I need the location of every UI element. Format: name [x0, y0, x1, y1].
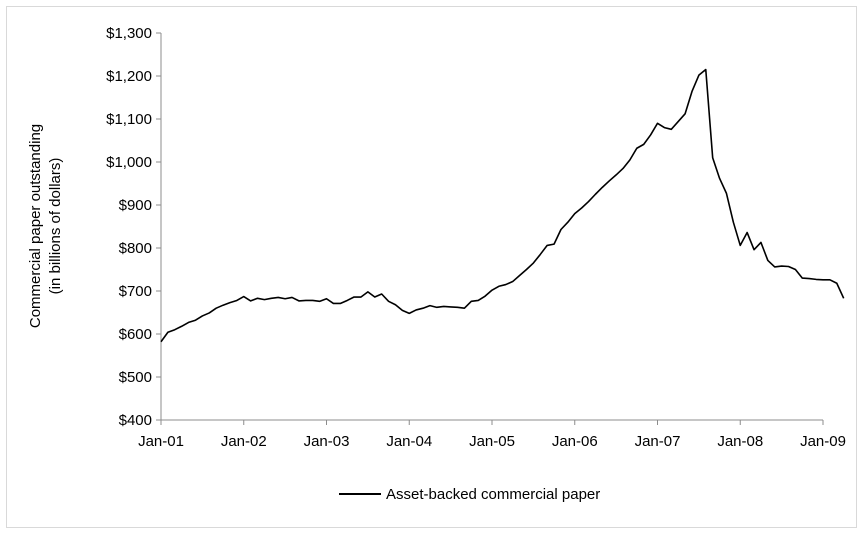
y-tick-label: $1,000: [106, 154, 152, 171]
x-tick-label: Jan-03: [304, 433, 350, 450]
series-layer: [160, 68, 845, 343]
y-axis-title: Commercial paper outstanding (in billion…: [27, 124, 64, 328]
x-tick-label: Jan-08: [717, 433, 763, 450]
y-tick-label: $800: [119, 240, 152, 257]
x-tick-label: Jan-06: [552, 433, 598, 450]
x-tick-label: Jan-01: [138, 433, 184, 450]
y-axis-title-line-2: (in billions of dollars): [47, 158, 64, 295]
series-line-asset-backed-commercial-paper: [160, 68, 845, 343]
y-tick-label: $500: [119, 369, 152, 386]
legend: Asset-backed commercial paper: [339, 486, 600, 503]
legend-label: Asset-backed commercial paper: [386, 486, 600, 503]
y-tick-label: $700: [119, 283, 152, 300]
x-tick-label: Jan-09: [800, 433, 846, 450]
y-tick-label: $1,100: [106, 111, 152, 128]
axes: [156, 32, 824, 425]
x-tick-label: Jan-07: [635, 433, 681, 450]
x-tick-labels: Jan-01 Jan-02 Jan-03 Jan-04 Jan-05 Jan-06 Jan-…: [138, 433, 846, 450]
y-axis-title-line-1: Commercial paper outstanding: [27, 124, 44, 328]
y-tick-labels: $400 $500 $600 $700 $800 $900 $1,000 $1,100 $1,2…: [106, 25, 152, 429]
y-tick-label: $400: [119, 412, 152, 429]
y-tick-label: $600: [119, 326, 152, 343]
x-tick-label: Jan-05: [469, 433, 515, 450]
x-tick-label: Jan-02: [221, 433, 267, 450]
y-tick-label: $1,200: [106, 68, 152, 85]
x-tick-label: Jan-04: [386, 433, 432, 450]
y-tick-label: $1,300: [106, 25, 152, 42]
chart-frame: [6, 6, 857, 528]
y-tick-label: $900: [119, 197, 152, 214]
